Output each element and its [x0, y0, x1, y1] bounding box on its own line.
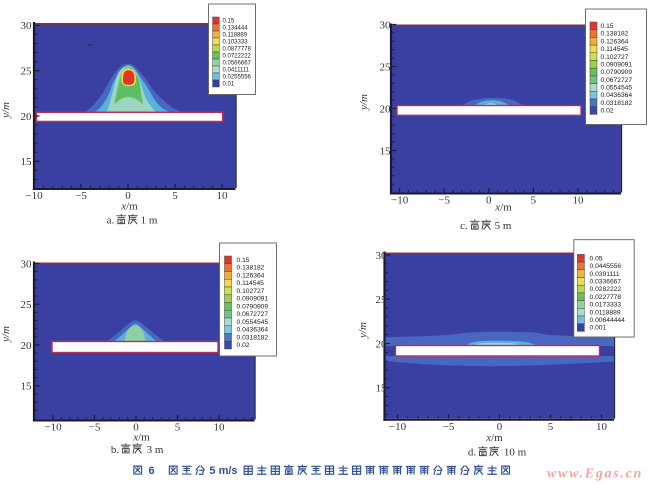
svg-text:0.126364: 0.126364 — [601, 38, 629, 45]
svg-text:0.0282222: 0.0282222 — [590, 286, 622, 293]
svg-text:25: 25 — [376, 294, 388, 306]
svg-text:6: 6 — [148, 465, 154, 477]
svg-text:−5: −5 — [443, 421, 455, 433]
svg-text:15: 15 — [21, 156, 33, 168]
svg-text:0.02: 0.02 — [237, 342, 250, 349]
svg-text:25: 25 — [380, 61, 392, 73]
svg-text:x/m: x/m — [485, 432, 503, 444]
svg-text:0.114545: 0.114545 — [601, 46, 629, 53]
svg-text:0.001: 0.001 — [590, 325, 607, 332]
svg-text:0.0877778: 0.0877778 — [223, 47, 252, 53]
svg-text:0: 0 — [486, 195, 492, 207]
svg-text:0.0318182: 0.0318182 — [237, 335, 269, 342]
svg-text:0.126364: 0.126364 — [237, 273, 265, 280]
svg-text:0.0554545: 0.0554545 — [237, 319, 269, 326]
svg-text:1 m: 1 m — [141, 215, 158, 227]
svg-text:x/m: x/m — [494, 202, 512, 214]
svg-text:20: 20 — [380, 103, 392, 115]
svg-text:0.114545: 0.114545 — [237, 280, 265, 287]
svg-text:10: 10 — [596, 421, 608, 433]
svg-text:0.0118889: 0.0118889 — [590, 309, 621, 316]
svg-text:b.: b. — [111, 444, 120, 456]
svg-text:0.0336667: 0.0336667 — [590, 279, 622, 286]
svg-text:−10: −10 — [391, 195, 409, 207]
svg-text:0.134444: 0.134444 — [223, 26, 249, 32]
svg-text:−5: −5 — [75, 190, 87, 202]
svg-text:y/m: y/m — [357, 322, 369, 339]
svg-text:a.: a. — [107, 215, 115, 227]
svg-text:20: 20 — [21, 111, 33, 123]
svg-text:0.01: 0.01 — [223, 82, 235, 88]
svg-text:0.0436364: 0.0436364 — [601, 92, 633, 99]
svg-text:25: 25 — [21, 66, 33, 78]
svg-text:d.: d. — [468, 447, 477, 459]
svg-text:0.118889: 0.118889 — [223, 33, 248, 39]
svg-text:20: 20 — [376, 338, 388, 350]
svg-text:−5: −5 — [89, 422, 101, 434]
svg-text:−10: −10 — [44, 422, 62, 434]
svg-text:5: 5 — [175, 422, 181, 434]
svg-text:0.0672727: 0.0672727 — [237, 311, 269, 318]
svg-text:0: 0 — [497, 421, 503, 433]
svg-text:0.0566667: 0.0566667 — [223, 61, 252, 67]
svg-text:0.0722222: 0.0722222 — [223, 54, 252, 60]
svg-text:20: 20 — [21, 340, 33, 352]
svg-text:0.0436364: 0.0436364 — [237, 327, 269, 334]
svg-text:30: 30 — [380, 19, 392, 31]
svg-text:0.0255556: 0.0255556 — [223, 75, 252, 81]
svg-text:10 m: 10 m — [504, 447, 527, 459]
svg-text:0.102727: 0.102727 — [601, 54, 629, 61]
svg-text:5: 5 — [172, 190, 178, 202]
svg-text:10: 10 — [217, 190, 229, 202]
svg-text:25: 25 — [21, 299, 33, 311]
svg-text:0.103333: 0.103333 — [223, 40, 249, 46]
svg-text:www.Egas.cn: www.Egas.cn — [547, 467, 643, 482]
svg-text:30: 30 — [21, 20, 33, 32]
svg-text:30: 30 — [21, 258, 33, 270]
svg-text:5: 5 — [531, 195, 537, 207]
svg-text:0.15: 0.15 — [237, 257, 250, 264]
svg-text:c.: c. — [460, 220, 468, 232]
svg-text:15: 15 — [376, 383, 388, 395]
svg-text:0.0554545: 0.0554545 — [601, 85, 633, 92]
svg-text:y/m: y/m — [0, 326, 12, 343]
svg-text:0.0391111: 0.0391111 — [590, 271, 620, 278]
svg-text:0.15: 0.15 — [223, 19, 235, 25]
svg-text:10: 10 — [573, 195, 585, 207]
svg-text:y/m: y/m — [0, 102, 12, 119]
svg-text:15: 15 — [21, 381, 33, 393]
svg-text:0.0227778: 0.0227778 — [590, 294, 622, 301]
svg-text:0.0790909: 0.0790909 — [237, 304, 269, 311]
svg-text:3 m: 3 m — [147, 444, 164, 456]
svg-text:0.05: 0.05 — [590, 255, 603, 262]
svg-text:10: 10 — [214, 422, 226, 434]
svg-text:0.138182: 0.138182 — [601, 31, 629, 38]
svg-text:0.102727: 0.102727 — [237, 288, 265, 295]
svg-text:−5: −5 — [438, 195, 450, 207]
svg-text:0.0173333: 0.0173333 — [590, 302, 622, 309]
svg-text:15: 15 — [380, 145, 392, 157]
svg-text:0.00644444: 0.00644444 — [590, 317, 626, 324]
svg-text:5 m/s: 5 m/s — [209, 465, 237, 477]
svg-text:0.0909091: 0.0909091 — [601, 61, 633, 68]
svg-text:30: 30 — [376, 250, 388, 262]
svg-text:5 m: 5 m — [495, 220, 512, 232]
svg-text:0.02: 0.02 — [601, 108, 614, 115]
svg-text:0: 0 — [125, 190, 131, 202]
svg-text:0: 0 — [133, 422, 139, 434]
svg-text:0.138182: 0.138182 — [237, 265, 265, 272]
svg-text:−10: −10 — [389, 421, 407, 433]
svg-text:0.0790909: 0.0790909 — [601, 69, 633, 76]
svg-text:0.0411111: 0.0411111 — [223, 68, 250, 74]
svg-text:5: 5 — [548, 421, 554, 433]
svg-text:−10: −10 — [25, 190, 43, 202]
svg-text:0.0672727: 0.0672727 — [601, 77, 633, 84]
svg-text:0.0318182: 0.0318182 — [601, 100, 633, 107]
svg-text:0.0445556: 0.0445556 — [590, 263, 622, 270]
svg-text:x/m: x/m — [132, 432, 150, 444]
svg-text:0.15: 0.15 — [601, 23, 614, 30]
svg-text:y/m: y/m — [358, 94, 370, 111]
svg-text:0.0909091: 0.0909091 — [237, 296, 269, 303]
svg-text:x/m: x/m — [120, 201, 138, 213]
